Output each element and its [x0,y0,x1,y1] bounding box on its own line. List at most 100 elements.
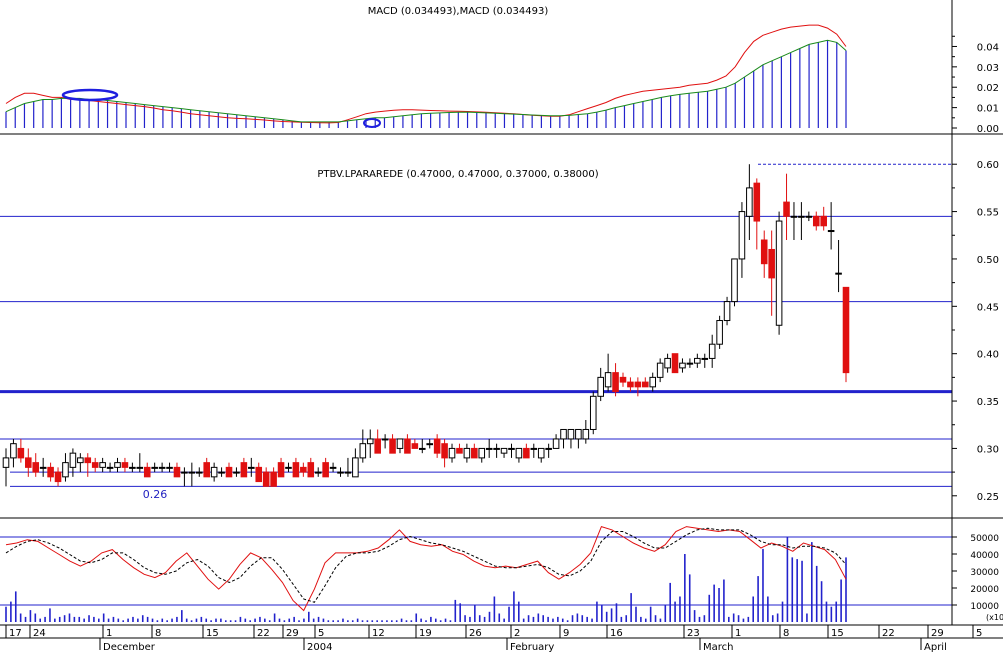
candle-body [203,462,210,478]
candle-body [649,376,657,388]
candle-body [627,381,634,388]
candle [389,434,396,454]
stochastic-k-line [5,525,847,612]
candle [530,443,538,458]
x-month-label: April [924,642,947,652]
candle [552,434,560,449]
candle-body [32,462,40,473]
candle [277,457,285,478]
candle-body [396,438,404,449]
candle [508,443,515,458]
candle [136,453,144,473]
candle-body [277,462,285,478]
candle-body [820,215,827,227]
candle [77,453,84,473]
x-day-label: 16 [610,628,623,639]
candle-body [753,182,761,222]
x-day-label: 19 [419,628,432,639]
candle-body [62,462,69,478]
candle [545,443,552,458]
candle-body [426,443,434,446]
price-title: PTBV.LPARAREDE (0.47000, 0.47000, 0.3700… [317,169,598,180]
candle [827,202,835,250]
oscillator-panel: (x1000 50000 40000 30000 20000 10000 [0,525,1003,622]
candle-body [738,211,746,260]
candle [84,453,92,477]
candle [129,462,136,473]
candle [329,462,337,473]
low-annotation: 0.26 [143,488,168,501]
candle [352,448,359,478]
candle [285,462,292,473]
candle-body [121,462,129,468]
candle [500,447,508,458]
candle [716,315,723,349]
x-day-label: 9 [563,628,569,639]
candle [381,434,389,449]
candle-body [17,447,25,459]
candle-body [656,362,664,378]
candle-body [366,438,374,445]
candle-body [411,443,419,449]
candle [448,443,456,463]
candle [225,462,233,478]
candle-body [805,215,813,218]
candle [523,443,530,459]
candle-body [240,462,248,478]
candle-body [300,466,307,473]
candle-body [612,372,619,393]
candle-body [106,466,114,469]
candle-body [91,462,99,468]
candle [426,438,434,449]
candle [790,202,798,240]
price-y-tick-label: 0.60 [977,160,999,171]
candle-body [54,471,62,483]
x-day-label: 29 [286,628,299,639]
candle-body [433,438,441,454]
candle-body [812,215,820,227]
candle-body [493,447,500,450]
price-y-tick-label: 0.25 [977,492,999,503]
candle-body [151,466,158,469]
candle [478,447,486,463]
x-month-label: December [103,642,156,652]
macd-panel: MACD (0.034493),MACD (0.034493) 0.04 0.03… [5,6,999,135]
candle-body [181,471,188,474]
candle [203,457,210,478]
candle [723,296,731,326]
macd-highlight-ellipse [61,88,119,102]
candle [91,457,99,473]
candle-body [768,248,775,279]
x-day-label: 5 [318,628,324,639]
x-day-label: 22 [882,628,895,639]
candle [485,438,493,458]
candle [69,448,77,477]
candle [493,443,500,458]
candle [173,462,181,478]
candle-body [39,466,47,469]
candle-body [485,447,493,450]
candle-body [582,428,590,440]
candle-body [389,438,396,454]
candle-body [47,466,54,478]
price-y-tick-label: 0.30 [977,444,999,455]
candle [411,438,419,449]
candle [307,457,315,478]
candle [783,173,790,240]
candle-body [448,447,456,459]
macd-title: MACD (0.034493),MACD (0.034493) [368,6,549,17]
candle [775,211,783,335]
candle [195,467,203,477]
candle-body [352,457,359,478]
candle [99,457,106,473]
candle-body [314,471,322,474]
candle [433,434,441,458]
candle-body [589,395,597,430]
candle-body [552,438,560,449]
candle-body [500,447,508,454]
candle-body [233,471,240,474]
candle-body [597,376,604,397]
x-day-label: 22 [257,628,270,639]
candle-body [337,471,344,474]
